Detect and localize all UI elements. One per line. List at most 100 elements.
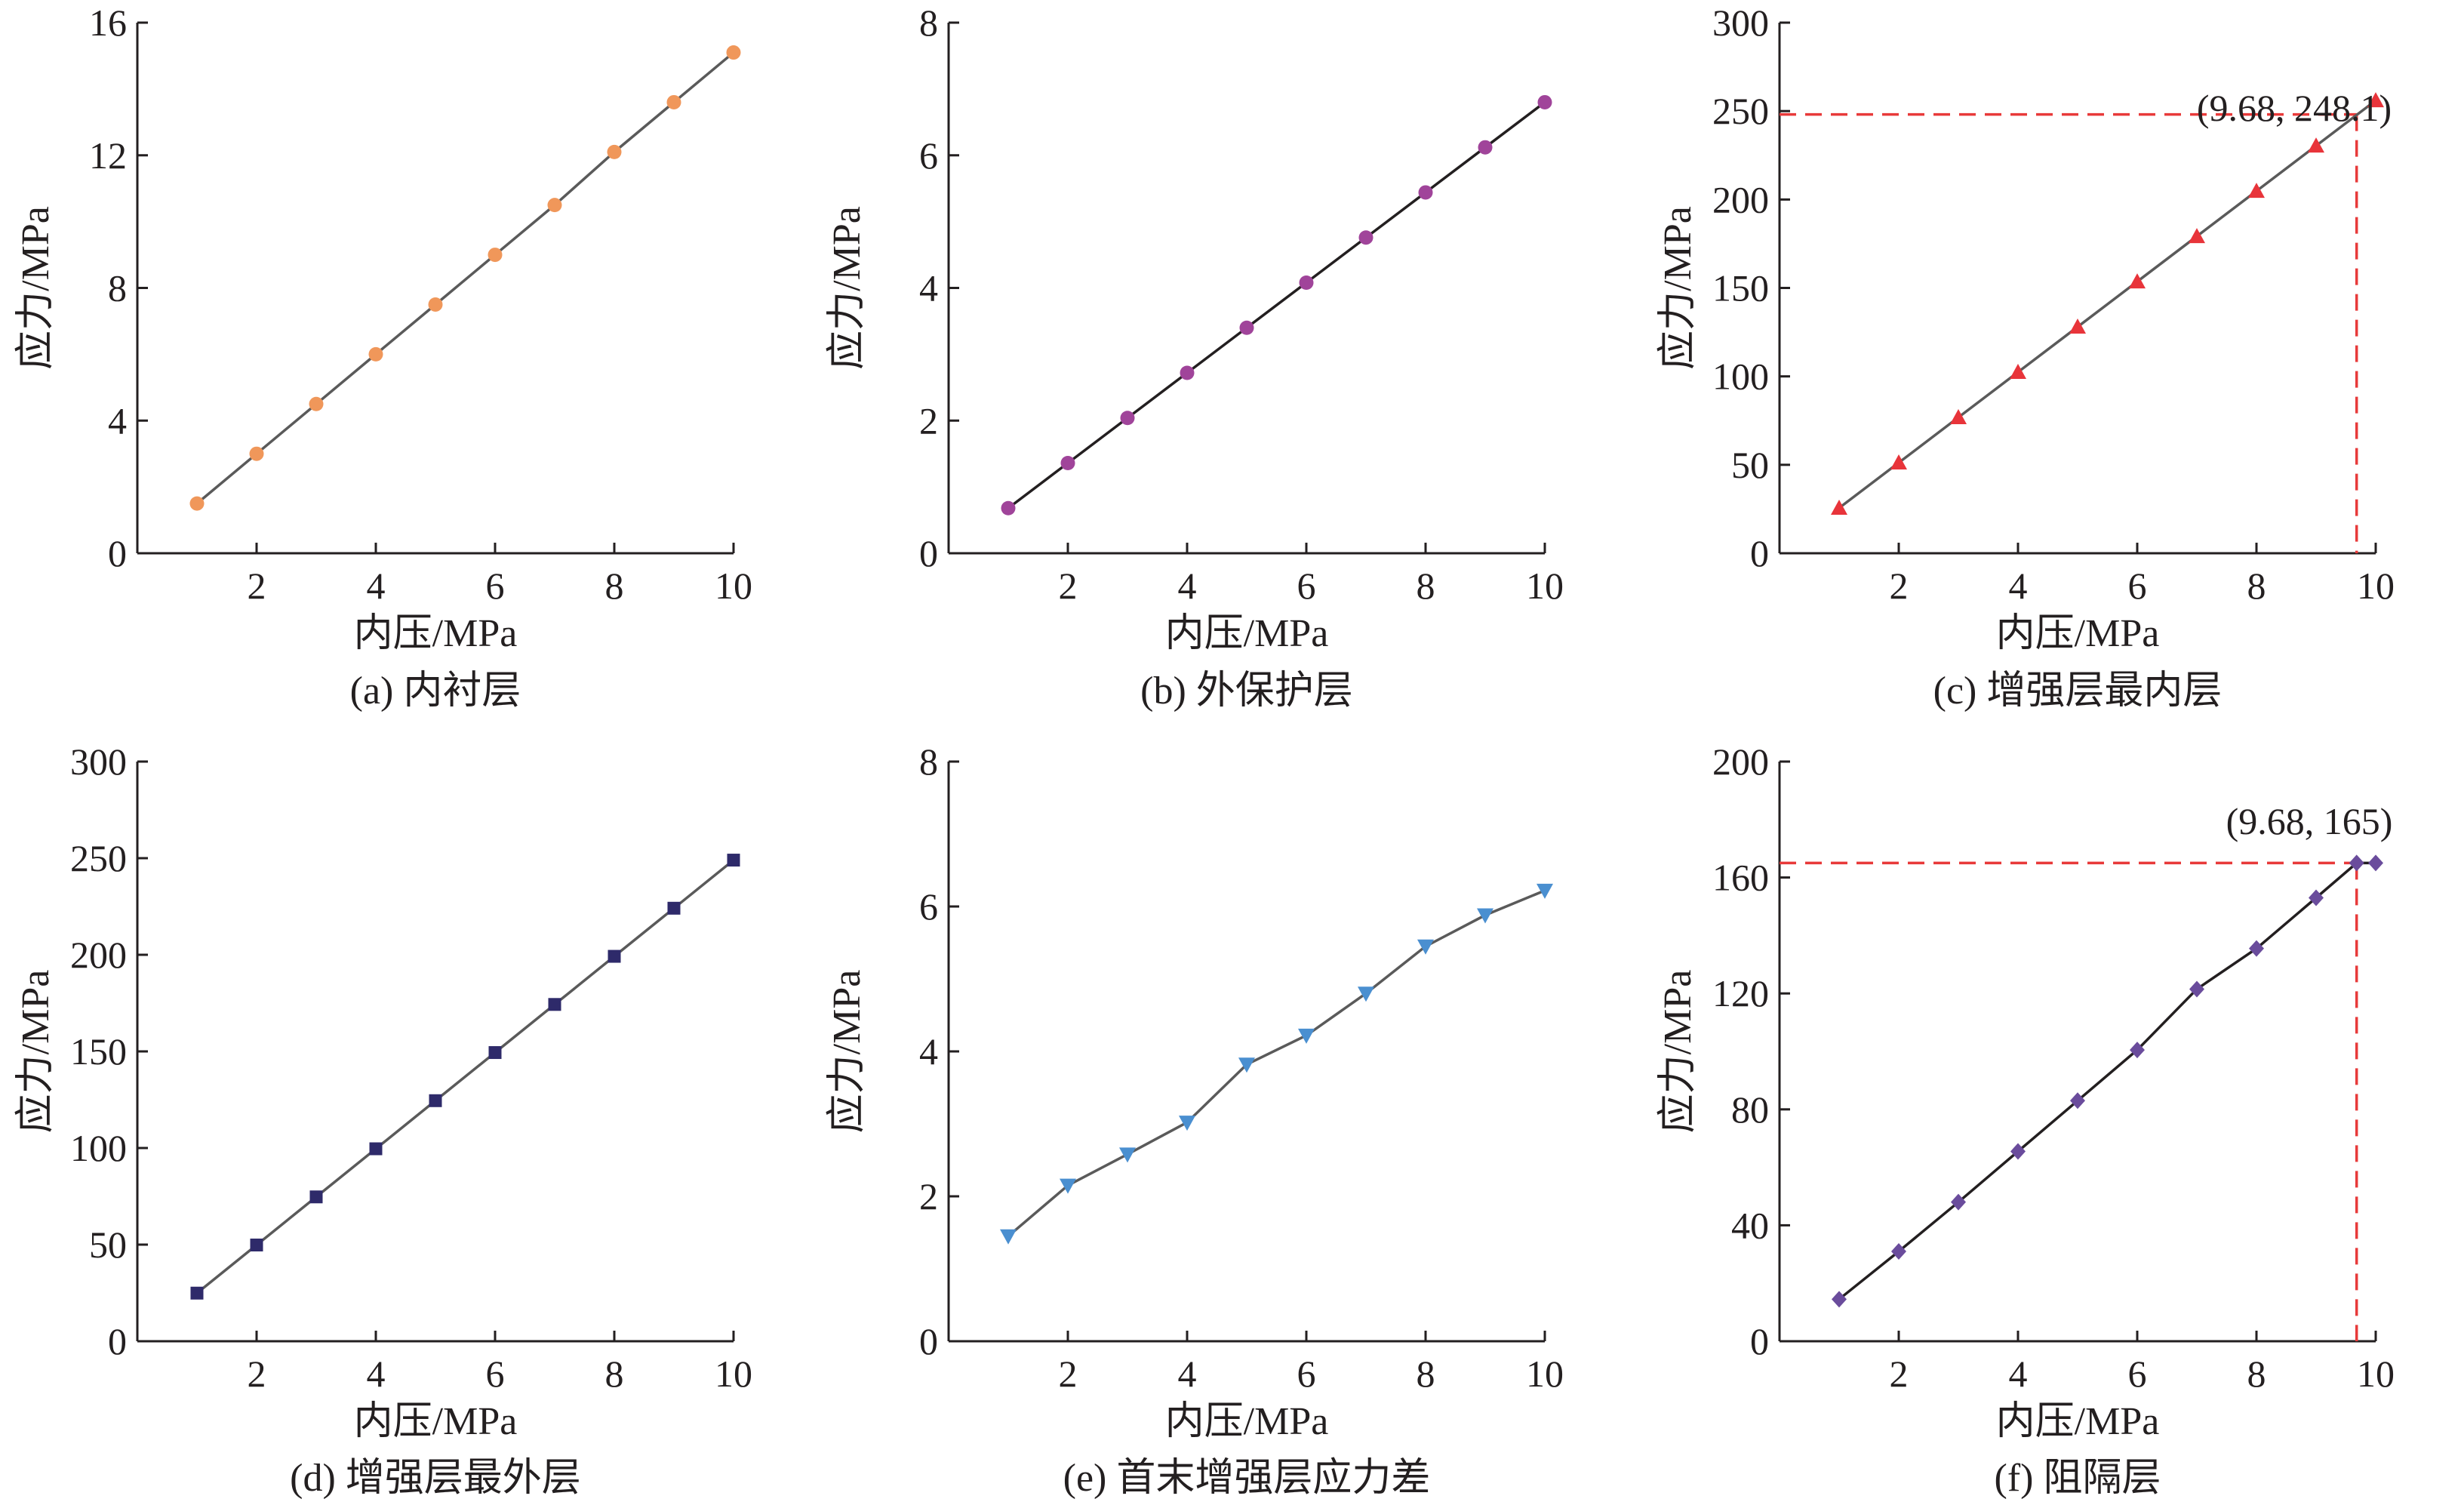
point-annotation: (9.68, 248.1) [2197, 87, 2392, 129]
data-point [2367, 92, 2384, 108]
y-tick-label: 160 [1712, 857, 1769, 899]
y-tick-label: 50 [1731, 444, 1769, 486]
y-tick-label: 0 [1750, 1320, 1769, 1362]
data-point [1832, 1291, 1847, 1308]
data-point [250, 1239, 263, 1252]
y-tick-label: 0 [919, 1320, 938, 1362]
data-point [1120, 411, 1135, 426]
y-tick-label: 0 [919, 532, 938, 574]
data-point [607, 144, 622, 159]
y-axis-title: 应力/MPa [14, 970, 57, 1134]
data-point [2308, 137, 2324, 153]
x-axis-title: 内压/MPa [1996, 1400, 2160, 1443]
y-tick-label: 4 [919, 267, 938, 309]
data-point [1831, 500, 1847, 516]
y-tick-label: 6 [919, 885, 938, 928]
data-point [1180, 365, 1195, 380]
x-tick-label: 8 [1417, 1353, 1435, 1395]
y-tick-label: 200 [1712, 740, 1769, 783]
y-tick-label: 0 [108, 532, 127, 574]
y-tick-label: 8 [108, 267, 127, 309]
series-line [195, 51, 735, 505]
panel-caption: (f) 阻隔层 [1995, 1457, 2161, 1500]
data-point [428, 297, 443, 312]
x-tick-label: 10 [2357, 1353, 2395, 1395]
data-point [726, 45, 741, 60]
data-point [1418, 185, 1433, 200]
x-tick-label: 10 [1526, 565, 1564, 607]
x-tick-label: 2 [248, 565, 266, 607]
y-tick-label: 8 [919, 740, 938, 783]
panel-caption: (c) 增强层最内层 [1933, 669, 2223, 713]
y-tick-label: 250 [70, 837, 127, 879]
data-point [2249, 940, 2264, 957]
x-tick-label: 2 [1890, 565, 1909, 607]
series-line [1838, 861, 2376, 1300]
x-tick-label: 8 [2247, 565, 2266, 607]
y-tick-label: 120 [1712, 972, 1769, 1014]
data-point [1478, 140, 1493, 155]
data-point [1299, 275, 1314, 290]
x-tick-label: 10 [2357, 565, 2395, 607]
x-tick-label: 4 [2009, 565, 2028, 607]
series-line [195, 859, 735, 1294]
chart-panel-d: 2 4 6 8 10050100150200250300内压/MPa应力/MPa(d) … [14, 740, 752, 1500]
data-point [1417, 939, 1434, 955]
y-tick-label: 250 [1712, 90, 1769, 132]
y-tick-label: 0 [1750, 532, 1769, 574]
data-point [2130, 1042, 2145, 1059]
panel-caption: (d) 增强层最外层 [290, 1457, 581, 1500]
y-tick-label: 4 [919, 1030, 938, 1073]
data-point [189, 496, 205, 511]
data-point [2069, 319, 2086, 334]
x-axis-title: 内压/MPa [1165, 612, 1329, 655]
panel-caption: (e) 首末增强层应力差 [1063, 1457, 1431, 1500]
x-tick-label: 6 [1297, 565, 1316, 607]
x-tick-label: 4 [1178, 1353, 1197, 1395]
series-line [1838, 99, 2377, 509]
y-tick-label: 150 [70, 1030, 127, 1073]
data-point [1358, 230, 1374, 245]
data-point [1950, 409, 1967, 425]
data-point [666, 94, 681, 109]
x-tick-label: 8 [2247, 1353, 2266, 1395]
y-tick-label: 2 [919, 399, 938, 442]
data-point [249, 446, 264, 461]
data-point [2309, 889, 2324, 906]
x-tick-label: 6 [486, 1353, 505, 1395]
point-annotation: (9.68, 165) [2226, 800, 2393, 842]
y-tick-label: 4 [108, 399, 127, 442]
x-tick-label: 4 [367, 565, 386, 607]
x-tick-label: 6 [2128, 1353, 2147, 1395]
y-tick-label: 100 [1712, 355, 1769, 398]
x-tick-label: 6 [1297, 1353, 1316, 1395]
y-tick-label: 2 [919, 1175, 938, 1217]
y-tick-label: 0 [108, 1320, 127, 1362]
x-tick-label: 10 [715, 565, 752, 607]
data-point [369, 1142, 383, 1156]
data-point [2189, 228, 2205, 244]
data-point [1239, 320, 1254, 335]
y-axis-title: 应力/MPa [1657, 206, 1700, 370]
chart-panel-a: 2 4 6 8 10 0 4 8 12 16 内压/MPa 应力/MPa (a) 内衬层 [14, 2, 752, 713]
y-tick-label: 200 [1712, 178, 1769, 220]
x-tick-label: 4 [1178, 565, 1197, 607]
data-point [727, 854, 740, 867]
data-point [548, 998, 561, 1011]
data-point [1951, 1193, 1966, 1211]
data-point [2189, 980, 2204, 998]
series-line [1007, 889, 1546, 1238]
chart-panel-b: 2 4 6 8 10 0 2 4 6 8 内压/MPa 应力/MPa (b) 外保护层 [826, 2, 1564, 713]
data-point [2070, 1092, 2085, 1110]
data-point [488, 248, 503, 263]
x-tick-label: 10 [715, 1353, 752, 1395]
data-point [1179, 1116, 1195, 1131]
data-point [429, 1094, 442, 1107]
y-tick-label: 6 [919, 134, 938, 177]
data-point [1001, 500, 1016, 516]
y-tick-label: 300 [70, 740, 127, 783]
data-point [608, 950, 621, 963]
y-axis-title: 应力/MPa [826, 970, 869, 1134]
y-tick-label: 200 [70, 934, 127, 976]
